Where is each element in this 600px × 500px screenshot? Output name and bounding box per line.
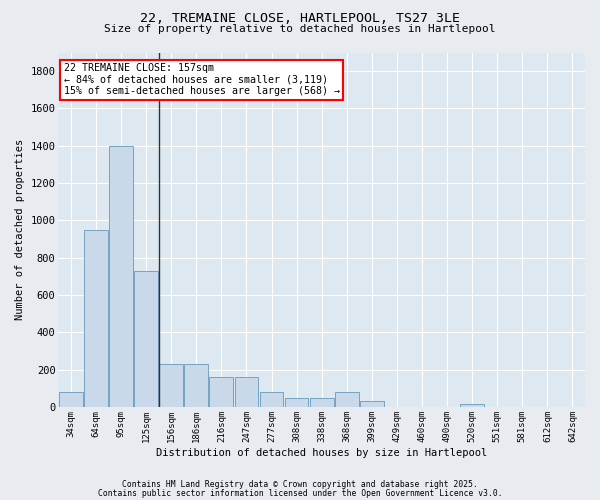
Bar xyxy=(235,377,259,407)
Bar xyxy=(284,398,308,407)
Bar xyxy=(109,146,133,407)
Bar xyxy=(260,392,283,407)
Text: 22 TREMAINE CLOSE: 157sqm
← 84% of detached houses are smaller (3,119)
15% of se: 22 TREMAINE CLOSE: 157sqm ← 84% of detac… xyxy=(64,63,340,96)
Bar xyxy=(59,392,83,407)
Bar xyxy=(460,404,484,407)
X-axis label: Distribution of detached houses by size in Hartlepool: Distribution of detached houses by size … xyxy=(156,448,487,458)
Bar xyxy=(159,364,183,407)
Text: Size of property relative to detached houses in Hartlepool: Size of property relative to detached ho… xyxy=(104,24,496,34)
Bar xyxy=(310,398,334,407)
Y-axis label: Number of detached properties: Number of detached properties xyxy=(15,139,25,320)
Bar xyxy=(335,392,359,407)
Bar xyxy=(184,364,208,407)
Bar xyxy=(360,402,384,407)
Bar xyxy=(209,377,233,407)
Bar xyxy=(84,230,108,407)
Text: Contains public sector information licensed under the Open Government Licence v3: Contains public sector information licen… xyxy=(98,488,502,498)
Text: Contains HM Land Registry data © Crown copyright and database right 2025.: Contains HM Land Registry data © Crown c… xyxy=(122,480,478,489)
Bar xyxy=(134,270,158,407)
Text: 22, TREMAINE CLOSE, HARTLEPOOL, TS27 3LE: 22, TREMAINE CLOSE, HARTLEPOOL, TS27 3LE xyxy=(140,12,460,26)
